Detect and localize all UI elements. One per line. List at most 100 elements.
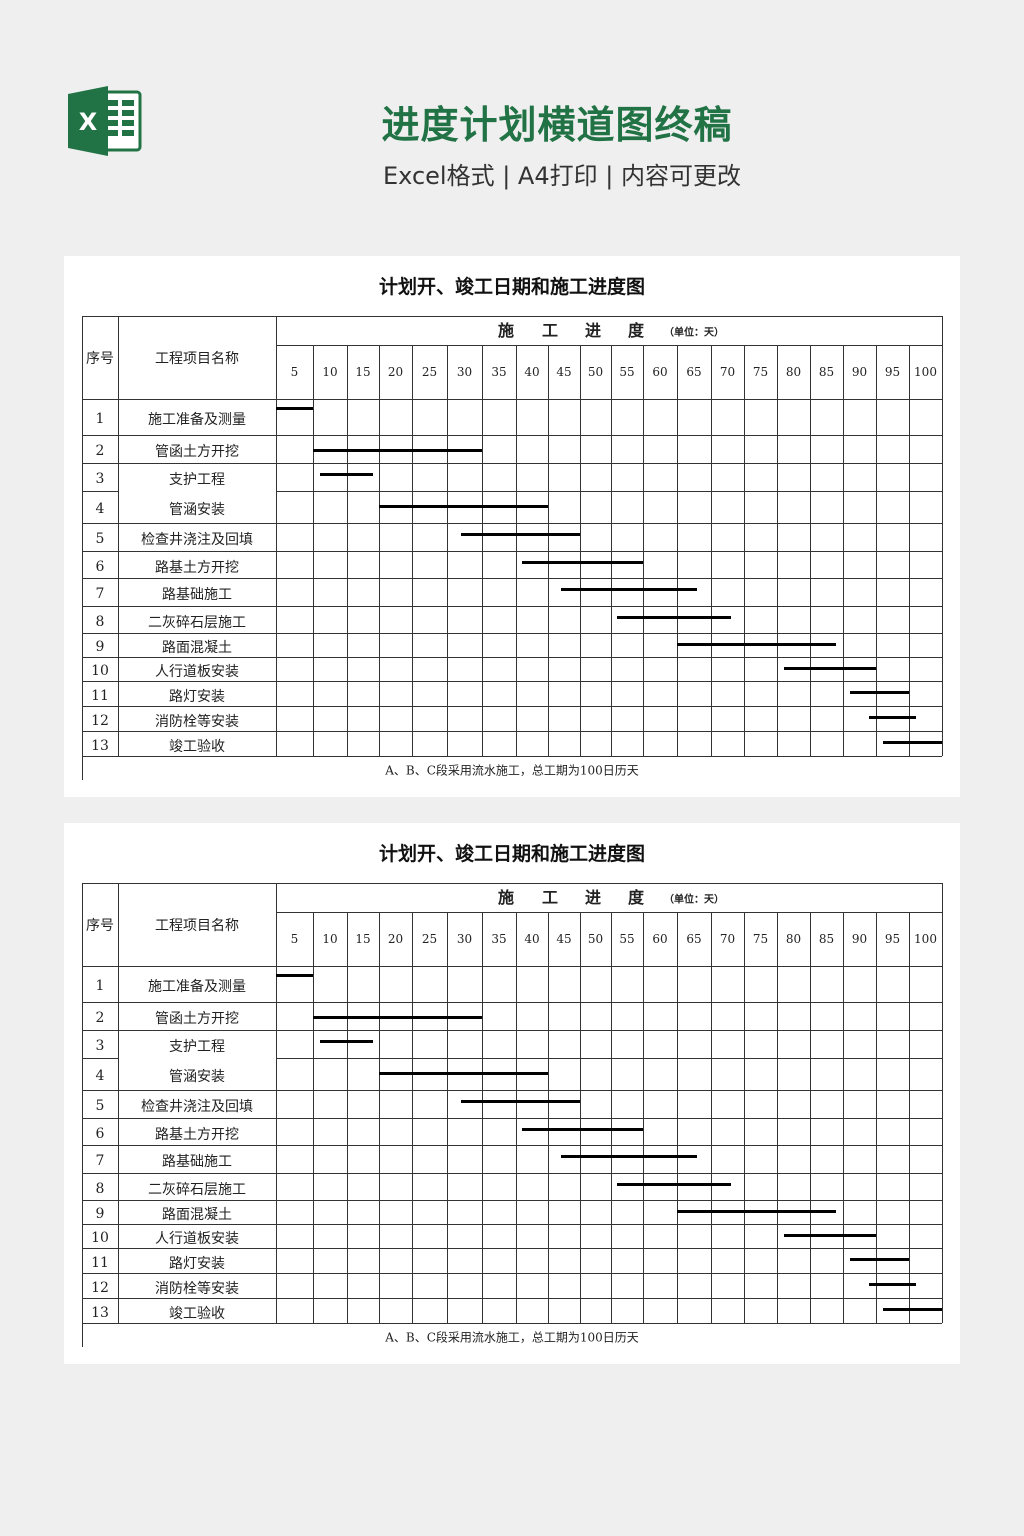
grid-line [643,345,644,756]
tick-label: 5 [290,932,299,946]
tick-label: 25 [421,932,438,946]
unit-label: （单位：天） [664,327,724,338]
task-seq: 10 [91,1230,109,1246]
sheet-title: 计划开、竣工日期和施工进度图 [378,276,645,298]
gantt-sheet-2: 计划开、竣工日期和施工进度图 序号 工程项目名称施工进度（单位：天） 5 10 15 20… [64,823,960,1364]
task-seq: 7 [95,1153,105,1169]
tick-label: 60 [652,932,668,946]
task-name: 二灰碎石层施工 [148,614,246,631]
column-header-name: 工程项目名称 [155,917,239,934]
tick-label: 45 [556,365,572,379]
grid-line [82,491,118,492]
task-name: 路面混凝土 [162,1207,232,1223]
grid-line [82,606,942,607]
progress-header-char: 进 [584,887,602,907]
tick-label: 70 [719,932,736,946]
grid-line [482,345,483,756]
grid-line [82,551,942,552]
task-name: 竣工验收 [169,738,225,755]
grid-line [82,1298,942,1299]
tick-label: 100 [914,365,937,379]
tick-label: 35 [491,365,507,379]
grid-line [447,345,448,756]
tick-label: 40 [524,365,540,379]
grid-line [412,912,413,1323]
progress-header-char: 工 [541,887,559,907]
task-name: 管函土方开挖 [155,1011,239,1027]
task-seq: 2 [95,1010,105,1026]
tick-label: 65 [686,932,702,946]
task-seq: 12 [91,1279,109,1296]
grid-line [810,345,811,756]
task-seq: 5 [95,1098,105,1114]
progress-header-char: 度 [627,887,645,907]
grid-line [580,912,581,1323]
grid-line [313,345,314,756]
grid-line [82,1200,942,1201]
grid-line [82,1145,942,1146]
task-seq: 9 [95,639,105,655]
grid-line [611,345,612,756]
grid-line [82,681,942,682]
grid-line [276,912,942,913]
grid-line [82,657,942,658]
grid-line [118,883,119,1323]
grid-line [412,345,413,756]
grid-line [82,578,942,579]
gantt-bar-2 [313,449,482,452]
grid-line [82,1118,942,1119]
gantt-bar-8 [617,616,731,619]
gantt-bar-13 [882,1308,942,1311]
progress-header-char: 施 [497,320,515,340]
task-seq: 6 [95,558,105,575]
grid-line [82,633,942,634]
gantt-sheet-1: 计划开、竣工日期和施工进度图 序号 工程项目名称施工进度（单位：天） 5 10 15 20… [64,256,960,797]
tick-label: 95 [884,365,901,379]
gantt-bar-8 [617,1183,731,1186]
task-seq: 8 [95,613,105,630]
grid-line [677,345,678,756]
task-name: 竣工验收 [169,1305,225,1322]
grid-line [82,316,942,317]
task-name: 管函土方开挖 [155,444,239,460]
tick-label: 65 [686,365,702,379]
grid-line [548,912,549,1323]
tick-label: 25 [421,365,438,379]
grid-line [82,1002,942,1003]
grid-line [643,912,644,1323]
task-name: 施工准备及测量 [148,412,246,428]
page-title: 进度计划横道图终稿 [381,103,733,147]
grid-line [379,345,380,756]
task-seq: 4 [95,1068,105,1084]
grid-line [843,912,844,1323]
footer-note: A、B、C段采用流水施工，总工期为100日历天 [385,763,639,778]
tick-label: 50 [587,365,604,379]
gantt-bar-4 [379,505,548,508]
gantt-bar-3 [319,1040,373,1043]
task-name: 路基土方开挖 [155,1126,239,1143]
tick-label: 60 [652,365,668,379]
grid-line [82,1273,942,1274]
tick-label: 75 [752,932,769,946]
tick-label: 95 [884,932,901,946]
grid-line [82,1090,942,1091]
grid-line [82,883,83,1347]
gantt-bar-9 [677,1210,837,1213]
grid-line [347,912,348,1323]
task-seq: 11 [91,1254,109,1271]
gantt-bar-3 [319,473,373,476]
gantt-bar-11 [849,1258,909,1261]
grid-line [777,345,778,756]
task-name: 人行道板安装 [155,1231,239,1247]
column-header-name: 工程项目名称 [155,350,239,367]
gantt-table: 序号 工程项目名称施工进度（单位：天） 5 10 15 20 25 30 35 40 45 50 55 6… [64,256,960,797]
grid-line [942,883,943,1323]
task-name: 检查井浇注及回填 [141,1099,253,1115]
grid-line [347,345,348,756]
grid-line [580,345,581,756]
gantt-bar-7 [560,1155,698,1158]
task-name: 路基础施工 [162,587,232,603]
grid-line [82,1224,942,1225]
gantt-bar-2 [313,1016,482,1019]
grid-line [876,912,877,1323]
